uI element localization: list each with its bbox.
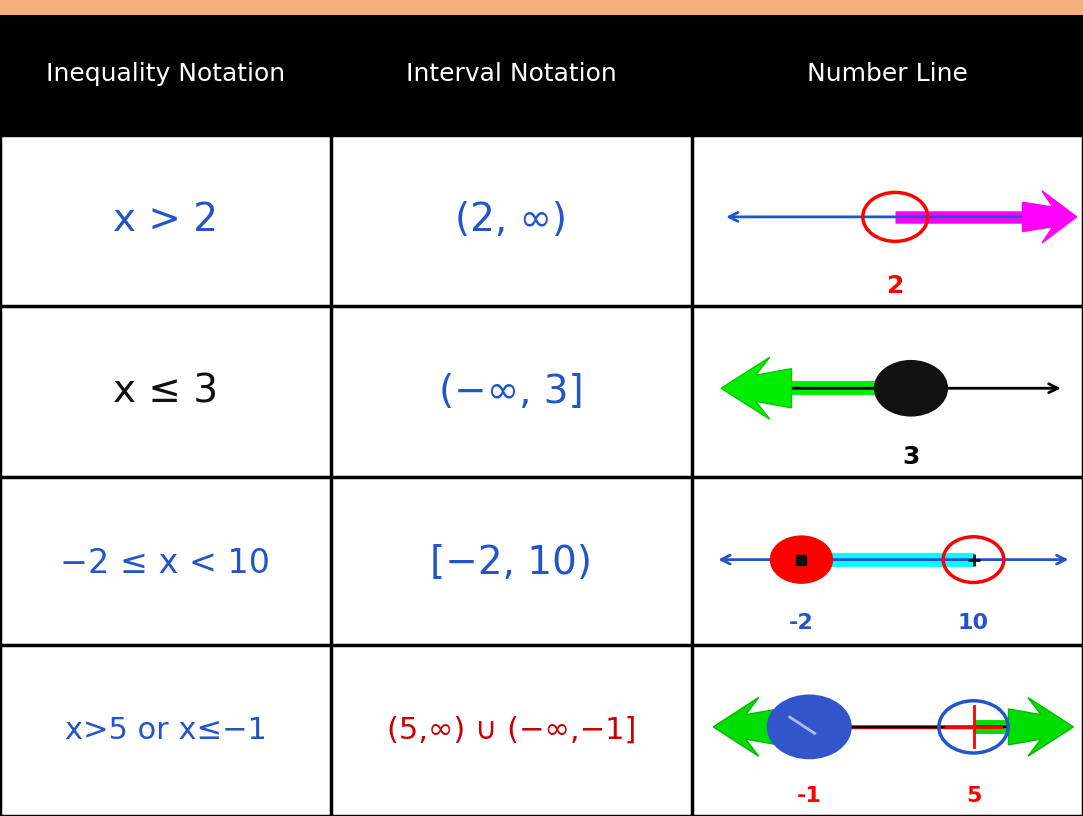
Polygon shape [714,698,779,756]
Text: 3: 3 [902,446,919,469]
Text: (−∞, 3]: (−∞, 3] [439,373,584,410]
Polygon shape [1022,191,1077,243]
Bar [692,306,1083,477]
Bar [0,0,1083,135]
Text: 5: 5 [966,786,981,805]
Bar [331,477,692,649]
Bar [0,0,1083,15]
Text: x>5 or x≤−1: x>5 or x≤−1 [65,716,266,745]
Text: Number Line: Number Line [807,62,968,86]
Circle shape [771,537,832,583]
Bar [331,645,692,816]
Text: 2: 2 [887,274,904,298]
Text: -1: -1 [797,786,822,805]
Text: Inequality Notation: Inequality Notation [45,62,285,86]
Bar [692,477,1083,649]
Bar [0,306,331,477]
Bar [0,477,331,649]
Text: [−2, 10): [−2, 10) [430,544,592,582]
Bar [0,645,331,816]
Circle shape [768,696,850,758]
Bar [692,645,1083,816]
Text: 10: 10 [958,613,989,632]
Polygon shape [1008,698,1073,756]
Text: -2: -2 [790,613,813,632]
Bar [692,135,1083,306]
Polygon shape [721,357,792,419]
Bar [0,135,331,306]
Bar [331,135,692,306]
Text: (5,∞) ∪ (−∞,−1]: (5,∞) ∪ (−∞,−1] [387,716,636,745]
Text: −2 ≤ x < 10: −2 ≤ x < 10 [61,547,271,579]
Text: Interval Notation: Interval Notation [406,62,617,86]
Text: (2, ∞): (2, ∞) [456,202,567,239]
Text: x ≤ 3: x ≤ 3 [113,373,218,410]
Circle shape [875,361,947,415]
Text: x > 2: x > 2 [113,202,218,239]
Bar [331,306,692,477]
